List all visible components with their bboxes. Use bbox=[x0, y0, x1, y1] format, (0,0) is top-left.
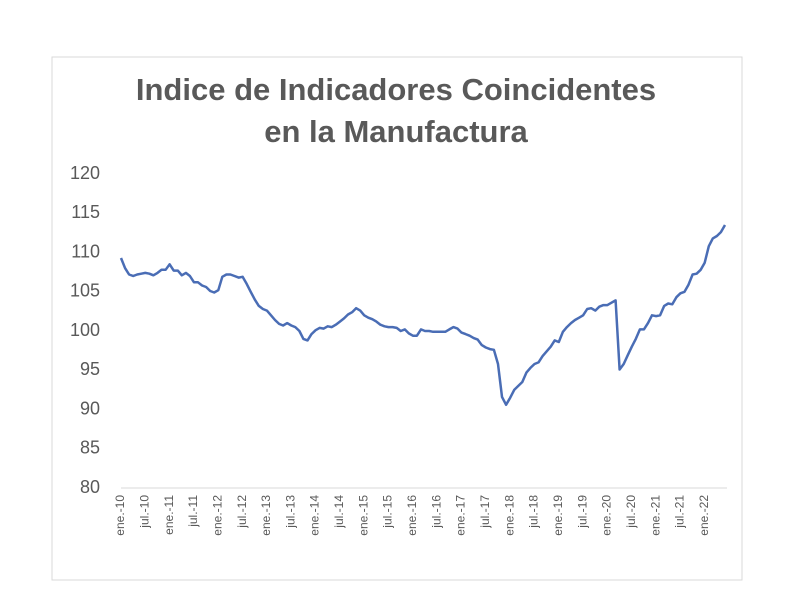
x-tick-label: jul.-14 bbox=[332, 495, 346, 529]
x-tick-label: jul.-13 bbox=[283, 495, 297, 529]
x-tick-label: jul.-17 bbox=[478, 495, 492, 529]
x-tick-label: ene.-22 bbox=[697, 495, 711, 536]
x-tick-label: jul.-16 bbox=[429, 495, 443, 529]
x-tick-label: ene.-10 bbox=[113, 495, 127, 536]
x-tick-label: ene.-13 bbox=[259, 495, 273, 536]
x-tick-label: jul.-12 bbox=[235, 495, 249, 529]
y-tick-label: 90 bbox=[80, 398, 100, 418]
x-tick-label: ene.-19 bbox=[551, 495, 565, 536]
data-line bbox=[119, 224, 727, 407]
x-tick-label: jul.-21 bbox=[673, 495, 687, 529]
y-tick-label: 95 bbox=[80, 359, 100, 379]
y-tick-label: 100 bbox=[70, 320, 100, 340]
x-tick-label: ene.-18 bbox=[502, 495, 516, 536]
y-tick-label: 110 bbox=[71, 241, 100, 261]
y-tick-label: 85 bbox=[80, 438, 100, 458]
chart-title: en la Manufactura bbox=[264, 114, 528, 149]
x-tick-label: ene.-20 bbox=[600, 495, 614, 536]
x-tick-label: jul.-18 bbox=[527, 495, 541, 529]
x-tick-label: ene.-16 bbox=[405, 495, 419, 536]
x-tick-label: ene.-12 bbox=[210, 495, 224, 536]
x-tick-label: ene.-14 bbox=[308, 495, 322, 536]
y-tick-label: 120 bbox=[70, 163, 100, 183]
x-tick-label: jul.-11 bbox=[186, 495, 200, 528]
x-tick-label: jul.-20 bbox=[624, 495, 638, 529]
x-tick-label: jul.-15 bbox=[381, 495, 395, 529]
x-tick-label: ene.-15 bbox=[356, 495, 370, 536]
x-tick-label: ene.-11 bbox=[162, 495, 176, 535]
chart-title: Indice de Indicadores Coincidentes bbox=[136, 72, 656, 107]
y-tick-label: 115 bbox=[71, 202, 100, 222]
y-tick-label: 105 bbox=[70, 281, 100, 301]
x-tick-label: jul.-10 bbox=[137, 495, 151, 529]
x-tick-label: ene.-21 bbox=[648, 495, 662, 536]
x-tick-label: jul.-19 bbox=[575, 495, 589, 529]
chart-border bbox=[51, 56, 743, 581]
x-tick-label: ene.-17 bbox=[454, 495, 468, 536]
y-tick-label: 80 bbox=[80, 477, 100, 497]
